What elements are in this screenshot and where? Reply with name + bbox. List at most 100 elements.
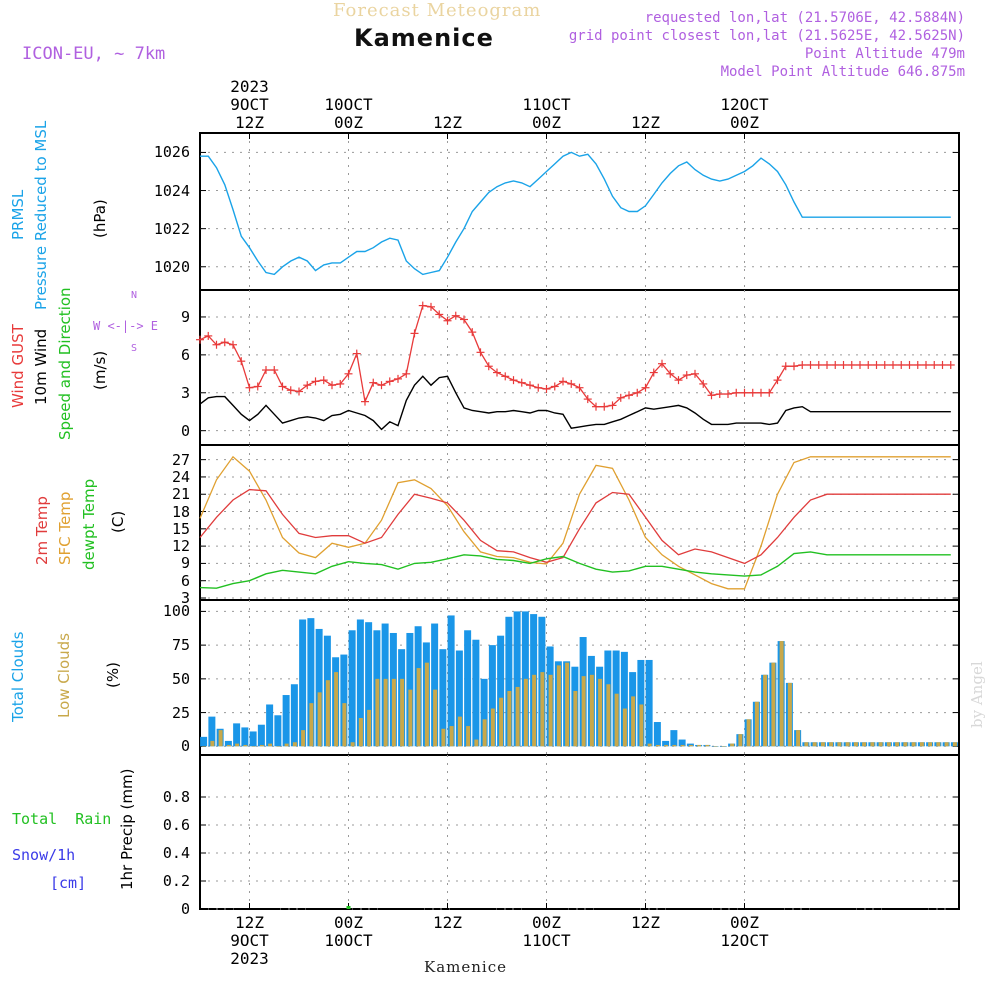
panels-layer — [199, 132, 960, 910]
low-cloud-bar — [804, 742, 809, 747]
y-tick-label-temp: 9 — [180, 554, 190, 573]
low-cloud-bar — [210, 740, 215, 747]
low-cloud-bar — [375, 678, 380, 747]
low-cloud-bar — [400, 678, 405, 747]
low-cloud-bar — [350, 742, 355, 747]
low-cloud-bar — [672, 744, 677, 747]
y-tick-label-wind: 3 — [180, 383, 190, 402]
panel-frame-precip — [199, 754, 960, 910]
low-cloud-bar — [490, 708, 495, 747]
sfc-temp-line — [199, 455, 951, 590]
temp2m-label: 2m Temp — [33, 496, 51, 565]
low-cloud-bar — [292, 742, 297, 747]
clouds-unit: (%) — [104, 662, 122, 688]
low-cloud-bar — [301, 730, 306, 747]
low-cloud-bar — [787, 682, 792, 747]
low-cloud-bar — [507, 690, 512, 747]
low-cloud-bar — [812, 742, 817, 747]
total-cloud-bar — [290, 684, 298, 747]
wind-label-10m: 10m Wind — [32, 328, 50, 405]
total-cloud-bar — [249, 731, 257, 747]
top-time-label: 12Z — [235, 113, 264, 132]
low-cloud-bar — [515, 686, 520, 747]
top-time-label: 12Z — [433, 113, 462, 132]
top-time-label: 00Z — [532, 113, 561, 132]
wind-unit: (m/s) — [91, 350, 109, 390]
wind-label-gust: Wind GUST — [9, 324, 27, 408]
total-cloud-bar — [464, 630, 472, 747]
total-cloud-bar — [480, 678, 488, 747]
y-tick-label-precip: 0.6 — [162, 816, 190, 834]
low-cloud-bar — [499, 697, 504, 747]
total-cloud-bar — [620, 651, 628, 747]
low-cloud-bar — [754, 701, 759, 747]
pressure-line — [200, 151, 951, 276]
panel-frame-temp — [199, 444, 960, 601]
low-cloud-bar — [631, 696, 636, 747]
low-cloud-bar — [391, 678, 396, 747]
low-cloud-bar — [598, 678, 603, 747]
y-tick-label-clouds: 50 — [171, 669, 190, 688]
low-cloud-bar — [870, 742, 875, 747]
low-cloud-bar — [243, 744, 248, 747]
low-cloud-bar — [944, 742, 949, 747]
low-cloud-bar — [573, 690, 578, 747]
marks-layer — [196, 151, 959, 910]
low-cloud-bar — [474, 739, 479, 747]
gust-line — [199, 304, 951, 408]
bottom-time-label: 00Z — [532, 913, 561, 932]
panel-frame-wind — [199, 289, 960, 446]
low-cloud-bar — [449, 726, 454, 747]
total-cloud-bar — [257, 724, 265, 747]
low-cloud-bar — [903, 742, 908, 747]
total-cloud-bar — [282, 695, 290, 747]
low-cloud-bar — [837, 742, 842, 747]
low-cloud-bar — [482, 719, 487, 747]
precip-legend-cm: [cm] — [50, 874, 87, 892]
y-tick-label-clouds: 25 — [171, 703, 190, 722]
y-tick-label-temp: 18 — [171, 502, 190, 521]
total-cloud-bar — [645, 659, 653, 747]
low-cloud-bar — [697, 744, 702, 747]
total-cloud-bar — [653, 722, 661, 747]
precip-legend-rain: Total Rain — [12, 810, 112, 828]
total-cloud-bar — [266, 704, 274, 747]
low-cloud-bar — [952, 742, 957, 747]
y-tick-label-temp: 6 — [180, 571, 190, 590]
low-cloud-bar — [763, 674, 768, 747]
low-cloud-bar — [367, 709, 372, 747]
low-cloud-bar — [383, 678, 388, 747]
low-cloud-bar — [441, 728, 446, 747]
low-cloud-bar — [936, 742, 941, 747]
dewpt-label: dewpt Temp — [80, 478, 98, 570]
low-cloud-bar — [606, 684, 611, 747]
low-cloud-bar — [218, 730, 223, 747]
total-cloud-bar — [340, 654, 348, 747]
compass-we: W <-|-> E — [93, 319, 159, 333]
low-cloud-bar — [202, 746, 207, 747]
low-cloud-bar — [235, 743, 240, 747]
low-cloud-bar — [309, 703, 314, 747]
top-time-label: 10OCT — [324, 95, 373, 114]
sfc-temp-label: SFC Temp — [56, 491, 74, 565]
low-cloud-bar — [556, 665, 561, 747]
total-cloud-bar — [307, 618, 315, 747]
low-cloud-bar — [358, 717, 363, 747]
low-cloud-bar — [251, 746, 256, 747]
requested-location: requested lon,lat (21.5706E, 42.5884N) — [644, 10, 965, 26]
credit-watermark: by Angel — [968, 661, 986, 728]
total-cloud-bar — [447, 615, 455, 747]
top-time-label: 11OCT — [522, 95, 571, 114]
y-tick-label-precip: 0.2 — [162, 872, 190, 890]
low-cloud-bar — [886, 742, 891, 747]
low-cloud-bar — [730, 743, 735, 747]
low-cloud-bar — [845, 742, 850, 747]
low-cloud-bar — [664, 744, 669, 747]
y-tick-label-wind: 9 — [180, 307, 190, 326]
y-tick-label-pressure: 1020 — [153, 257, 190, 276]
total-cloud-bar — [208, 716, 216, 747]
y-tick-label-clouds: 75 — [171, 636, 190, 655]
meteogram-subtitle: Forecast Meteogram — [333, 0, 542, 21]
total-cloud-bar — [200, 736, 208, 747]
